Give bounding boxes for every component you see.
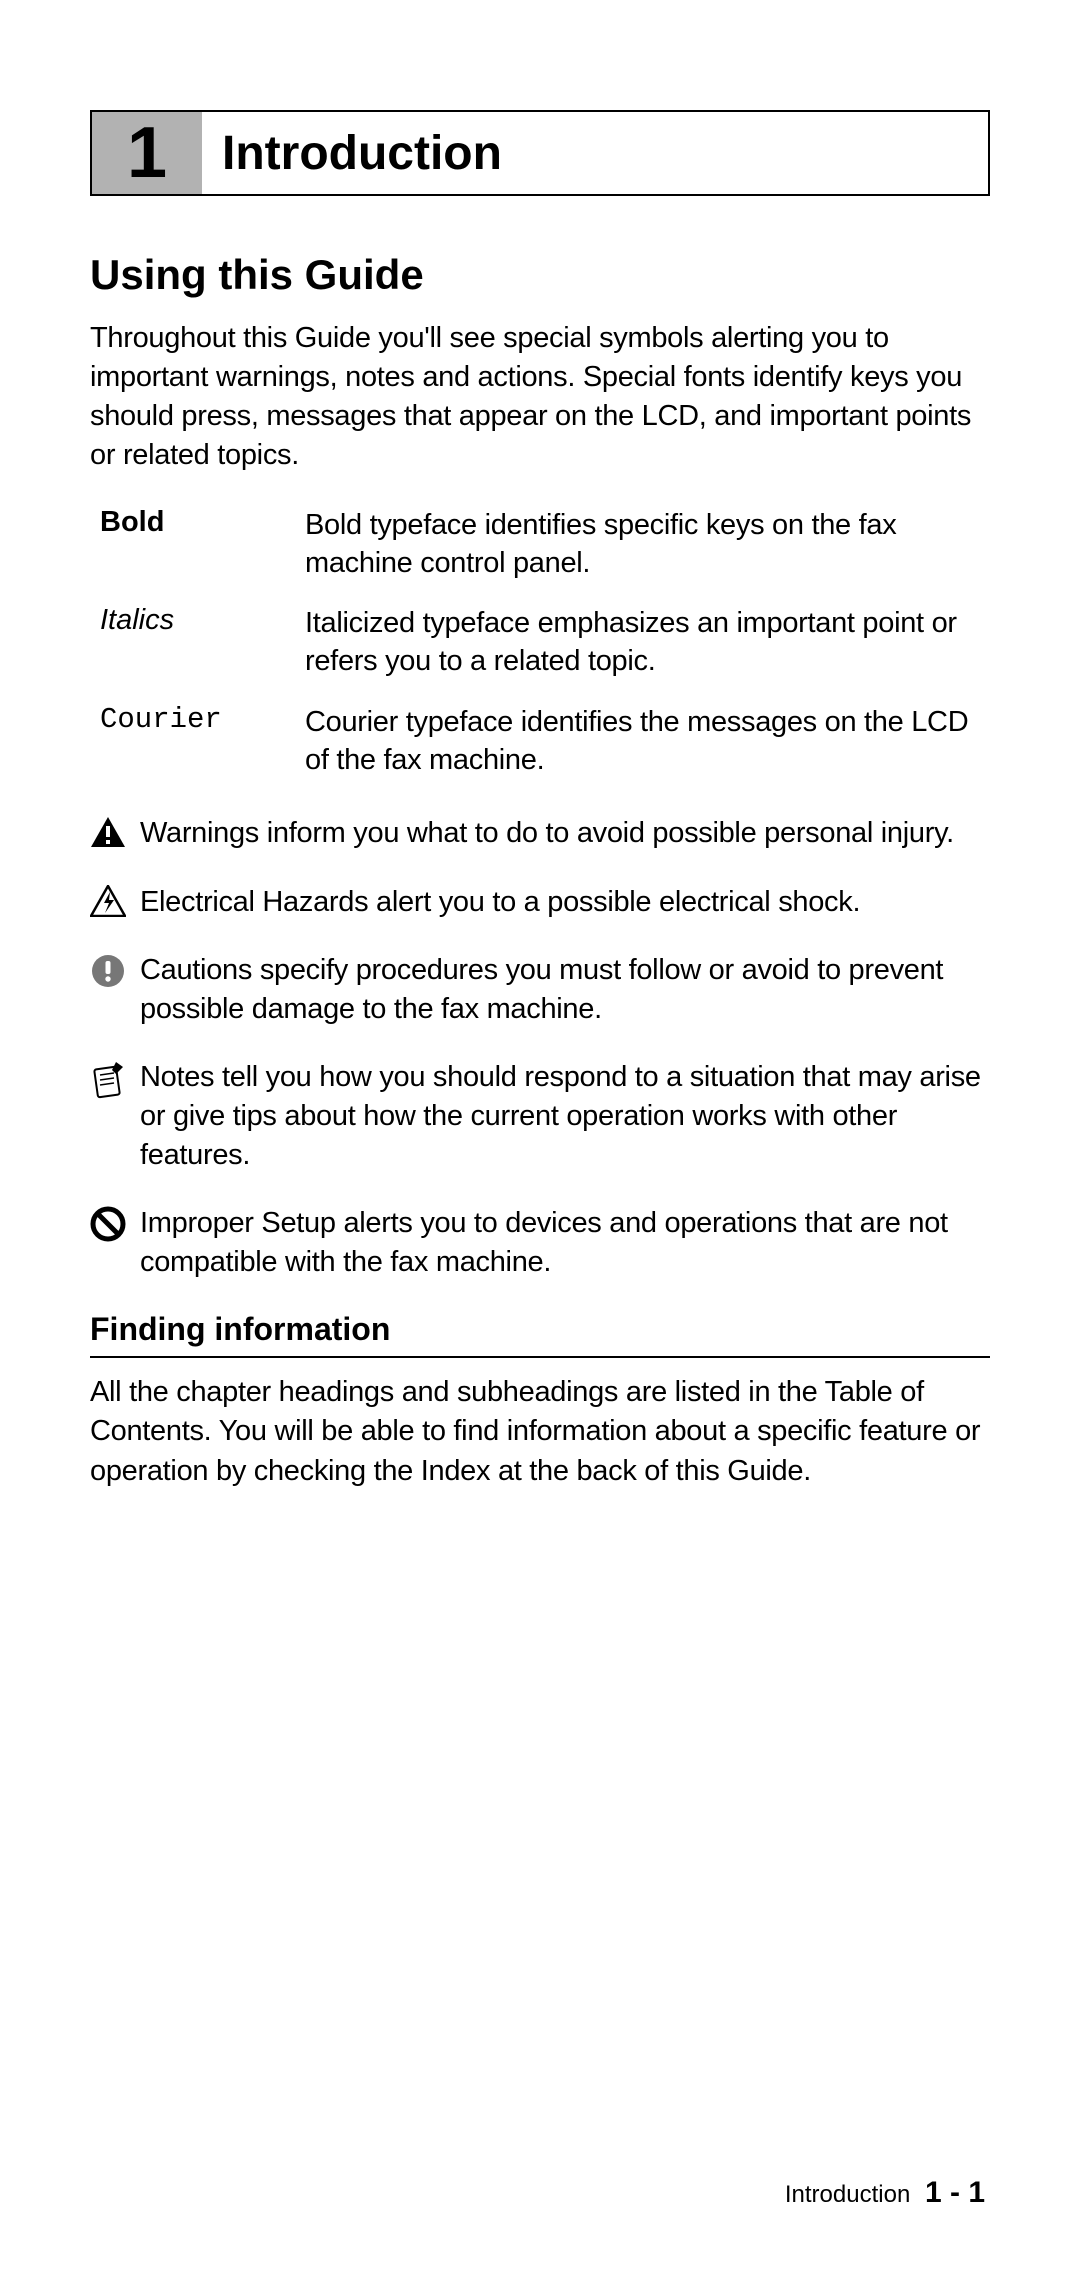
section-title: Using this Guide <box>90 251 990 299</box>
caution-icon <box>90 951 140 989</box>
chapter-header: 1 Introduction <box>90 110 990 196</box>
typeface-label-bold: Bold <box>100 506 305 583</box>
footer-page-number: 1 - 1 <box>925 2176 985 2209</box>
typeface-desc: Courier typeface identifies the messages… <box>305 703 990 780</box>
alert-text: Notes tell you how you should respond to… <box>140 1058 990 1174</box>
improper-setup-icon <box>90 1204 140 1242</box>
alert-text: Warnings inform you what to do to avoid … <box>140 814 954 853</box>
footer-chapter-label: Introduction <box>785 2181 910 2208</box>
finding-paragraph: All the chapter headings and subheadings… <box>90 1373 990 1490</box>
typeface-row: Italics Italicized typeface emphasizes a… <box>100 604 990 681</box>
typeface-desc: Italicized typeface emphasizes an import… <box>305 604 990 681</box>
subheading-rule <box>90 1356 990 1358</box>
intro-paragraph: Throughout this Guide you'll see special… <box>90 319 990 476</box>
note-icon <box>90 1058 140 1100</box>
typeface-row: Courier Courier typeface identifies the … <box>100 703 990 780</box>
typeface-table: Bold Bold typeface identifies specific k… <box>100 506 990 780</box>
alert-row-note: Notes tell you how you should respond to… <box>90 1058 990 1174</box>
alert-row-improper-setup: Improper Setup alerts you to devices and… <box>90 1204 990 1281</box>
page-footer: Introduction 1 - 1 <box>785 2176 985 2210</box>
alerts-list: Warnings inform you what to do to avoid … <box>90 814 990 1281</box>
chapter-number: 1 <box>92 112 202 194</box>
warning-icon <box>90 814 140 848</box>
typeface-label-courier: Courier <box>100 703 305 780</box>
typeface-label-italics: Italics <box>100 604 305 681</box>
alert-row-warning: Warnings inform you what to do to avoid … <box>90 814 990 853</box>
typeface-desc: Bold typeface identifies specific keys o… <box>305 506 990 583</box>
alert-text: Improper Setup alerts you to devices and… <box>140 1204 990 1281</box>
alert-text: Electrical Hazards alert you to a possib… <box>140 883 860 922</box>
alert-row-electrical: Electrical Hazards alert you to a possib… <box>90 883 990 922</box>
typeface-row: Bold Bold typeface identifies specific k… <box>100 506 990 583</box>
electrical-hazard-icon <box>90 883 140 917</box>
alert-row-caution: Cautions specify procedures you must fol… <box>90 951 990 1028</box>
subheading-finding-information: Finding information <box>90 1311 990 1348</box>
page: 1 Introduction Using this Guide Througho… <box>0 0 1080 2270</box>
chapter-title: Introduction <box>202 112 502 194</box>
alert-text: Cautions specify procedures you must fol… <box>140 951 990 1028</box>
